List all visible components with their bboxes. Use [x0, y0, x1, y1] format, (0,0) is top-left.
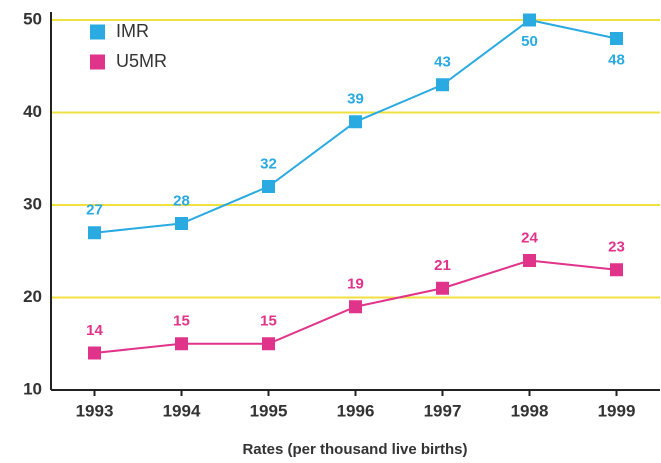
point-marker: [88, 346, 101, 360]
x-tick-label: 1999: [598, 401, 636, 420]
point-marker: [523, 13, 536, 27]
point-marker: [610, 263, 623, 277]
point-marker: [175, 217, 188, 230]
point-marker: [436, 281, 449, 295]
point-marker: [262, 337, 275, 351]
x-tick-label: 1994: [163, 401, 201, 420]
point-marker: [523, 254, 536, 267]
legend-label: U5MR: [116, 51, 167, 71]
data-label: 43: [434, 54, 451, 71]
x-tick-label: 1998: [511, 401, 549, 420]
x-tick-label: 1997: [424, 401, 462, 420]
y-tick-label: 50: [23, 9, 42, 28]
data-label: 27: [86, 202, 103, 219]
y-tick-label: 40: [23, 102, 42, 121]
data-label: 14: [86, 322, 103, 339]
x-tick-label: 1996: [337, 401, 375, 420]
point-marker: [88, 226, 101, 240]
point-marker: [610, 32, 623, 45]
data-label: 28: [173, 192, 190, 209]
data-label: 23: [608, 239, 625, 256]
data-label: 50: [521, 33, 538, 50]
y-tick-label: 30: [23, 194, 42, 213]
data-label: 24: [521, 229, 538, 246]
x-tick-label: 1995: [250, 401, 288, 420]
legend-swatch: [90, 24, 105, 40]
data-label: 15: [260, 313, 277, 330]
x-tick-label: 1993: [76, 401, 114, 420]
data-label: 48: [608, 51, 625, 68]
legend-swatch: [90, 54, 105, 70]
data-label: 21: [434, 257, 451, 274]
data-label: 15: [173, 313, 190, 330]
y-tick-label: 20: [23, 287, 42, 306]
data-label: 39: [347, 91, 364, 108]
legend-label: IMR: [116, 21, 149, 41]
point-marker: [436, 78, 449, 92]
x-axis-label: Rates (per thousand live births): [242, 441, 467, 458]
data-label: 32: [260, 155, 277, 172]
y-tick-label: 10: [23, 379, 42, 398]
point-marker: [175, 337, 188, 351]
point-marker: [349, 300, 362, 314]
point-marker: [262, 180, 275, 193]
point-marker: [349, 115, 362, 129]
data-label: 19: [347, 276, 364, 293]
